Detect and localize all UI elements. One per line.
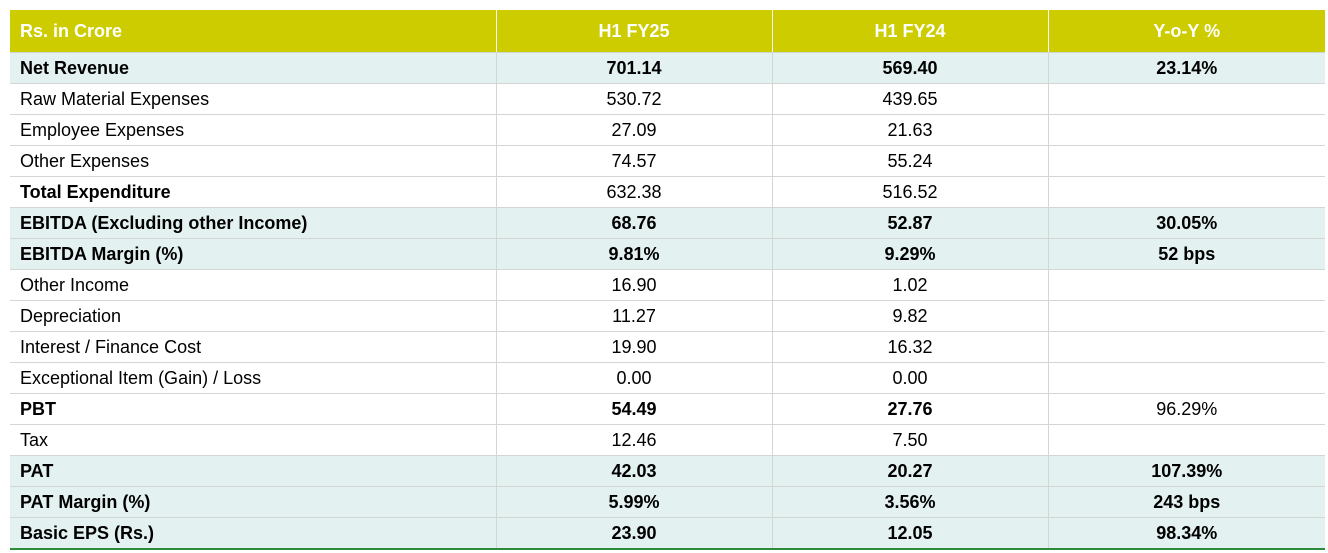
row-label: Tax [10, 424, 497, 456]
yoy-value [1048, 300, 1325, 332]
financial-results-table: Rs. in Crore H1 FY25 H1 FY24 Y-o-Y % Net… [10, 10, 1325, 550]
h1-fy24-value: 0.00 [772, 362, 1049, 394]
row-label: EBITDA Margin (%) [10, 238, 497, 270]
yoy-value [1048, 145, 1325, 177]
table-row: Depreciation 11.27 9.82 [10, 300, 1325, 332]
row-label: Basic EPS (Rs.) [10, 517, 497, 550]
h1-fy25-value: 11.27 [496, 300, 773, 332]
yoy-value: 98.34% [1048, 517, 1325, 550]
h1-fy25-value: 27.09 [496, 114, 773, 146]
yoy-value [1048, 269, 1325, 301]
yoy-value: 243 bps [1048, 486, 1325, 518]
h1-fy25-value: 12.46 [496, 424, 773, 456]
h1-fy24-value: 516.52 [772, 176, 1049, 208]
h1-fy24-value: 27.76 [772, 393, 1049, 425]
row-label: Raw Material Expenses [10, 83, 497, 115]
row-label: PAT Margin (%) [10, 486, 497, 518]
h1-fy24-value: 3.56% [772, 486, 1049, 518]
yoy-value [1048, 362, 1325, 394]
row-label: PBT [10, 393, 497, 425]
table-row: Tax 12.46 7.50 [10, 424, 1325, 456]
yoy-value: 107.39% [1048, 455, 1325, 487]
table-row: Net Revenue 701.14 569.40 23.14% [10, 52, 1325, 84]
h1-fy24-value: 16.32 [772, 331, 1049, 363]
row-label: Employee Expenses [10, 114, 497, 146]
h1-fy25-value: 530.72 [496, 83, 773, 115]
column-header-h1-fy24: H1 FY24 [772, 10, 1049, 53]
table-row: Exceptional Item (Gain) / Loss 0.00 0.00 [10, 362, 1325, 394]
table-body: Net Revenue 701.14 569.40 23.14% Raw Materia… [10, 52, 1325, 550]
row-label: Other Expenses [10, 145, 497, 177]
yoy-value: 30.05% [1048, 207, 1325, 239]
h1-fy25-value: 9.81% [496, 238, 773, 270]
row-label: Depreciation [10, 300, 497, 332]
table-row: Raw Material Expenses 530.72 439.65 [10, 83, 1325, 115]
h1-fy24-value: 1.02 [772, 269, 1049, 301]
h1-fy25-value: 701.14 [496, 52, 773, 84]
h1-fy24-value: 9.82 [772, 300, 1049, 332]
h1-fy24-value: 21.63 [772, 114, 1049, 146]
row-label: Net Revenue [10, 52, 497, 84]
h1-fy24-value: 12.05 [772, 517, 1049, 550]
row-label: Total Expenditure [10, 176, 497, 208]
yoy-value [1048, 176, 1325, 208]
row-label: Other Income [10, 269, 497, 301]
table-row: PAT Margin (%) 5.99% 3.56% 243 bps [10, 486, 1325, 518]
yoy-value: 96.29% [1048, 393, 1325, 425]
table-row: EBITDA Margin (%) 9.81% 9.29% 52 bps [10, 238, 1325, 270]
yoy-value [1048, 331, 1325, 363]
row-label: PAT [10, 455, 497, 487]
table-row: Other Expenses 74.57 55.24 [10, 145, 1325, 177]
h1-fy24-value: 55.24 [772, 145, 1049, 177]
table-row: Basic EPS (Rs.) 23.90 12.05 98.34% [10, 517, 1325, 550]
h1-fy25-value: 19.90 [496, 331, 773, 363]
table-header-row: Rs. in Crore H1 FY25 H1 FY24 Y-o-Y % [10, 10, 1325, 53]
h1-fy24-value: 20.27 [772, 455, 1049, 487]
h1-fy25-value: 632.38 [496, 176, 773, 208]
h1-fy25-value: 42.03 [496, 455, 773, 487]
column-header-rs-in-crore: Rs. in Crore [10, 10, 497, 53]
h1-fy24-value: 569.40 [772, 52, 1049, 84]
yoy-value [1048, 83, 1325, 115]
row-label: EBITDA (Excluding other Income) [10, 207, 497, 239]
h1-fy24-value: 9.29% [772, 238, 1049, 270]
h1-fy25-value: 68.76 [496, 207, 773, 239]
table-row: PAT 42.03 20.27 107.39% [10, 455, 1325, 487]
yoy-value [1048, 114, 1325, 146]
h1-fy25-value: 16.90 [496, 269, 773, 301]
h1-fy25-value: 74.57 [496, 145, 773, 177]
yoy-value: 23.14% [1048, 52, 1325, 84]
h1-fy24-value: 52.87 [772, 207, 1049, 239]
table-row: EBITDA (Excluding other Income) 68.76 52.8… [10, 207, 1325, 239]
row-label: Interest / Finance Cost [10, 331, 497, 363]
column-header-h1-fy25: H1 FY25 [496, 10, 773, 53]
h1-fy25-value: 0.00 [496, 362, 773, 394]
h1-fy25-value: 54.49 [496, 393, 773, 425]
h1-fy25-value: 5.99% [496, 486, 773, 518]
table-row: Employee Expenses 27.09 21.63 [10, 114, 1325, 146]
table-row: Other Income 16.90 1.02 [10, 269, 1325, 301]
yoy-value [1048, 424, 1325, 456]
h1-fy24-value: 7.50 [772, 424, 1049, 456]
column-header-yoy: Y-o-Y % [1048, 10, 1325, 53]
h1-fy25-value: 23.90 [496, 517, 773, 550]
table-row: Total Expenditure 632.38 516.52 [10, 176, 1325, 208]
row-label: Exceptional Item (Gain) / Loss [10, 362, 497, 394]
table-row: Interest / Finance Cost 19.90 16.32 [10, 331, 1325, 363]
table-row: PBT 54.49 27.76 96.29% [10, 393, 1325, 425]
yoy-value: 52 bps [1048, 238, 1325, 270]
h1-fy24-value: 439.65 [772, 83, 1049, 115]
